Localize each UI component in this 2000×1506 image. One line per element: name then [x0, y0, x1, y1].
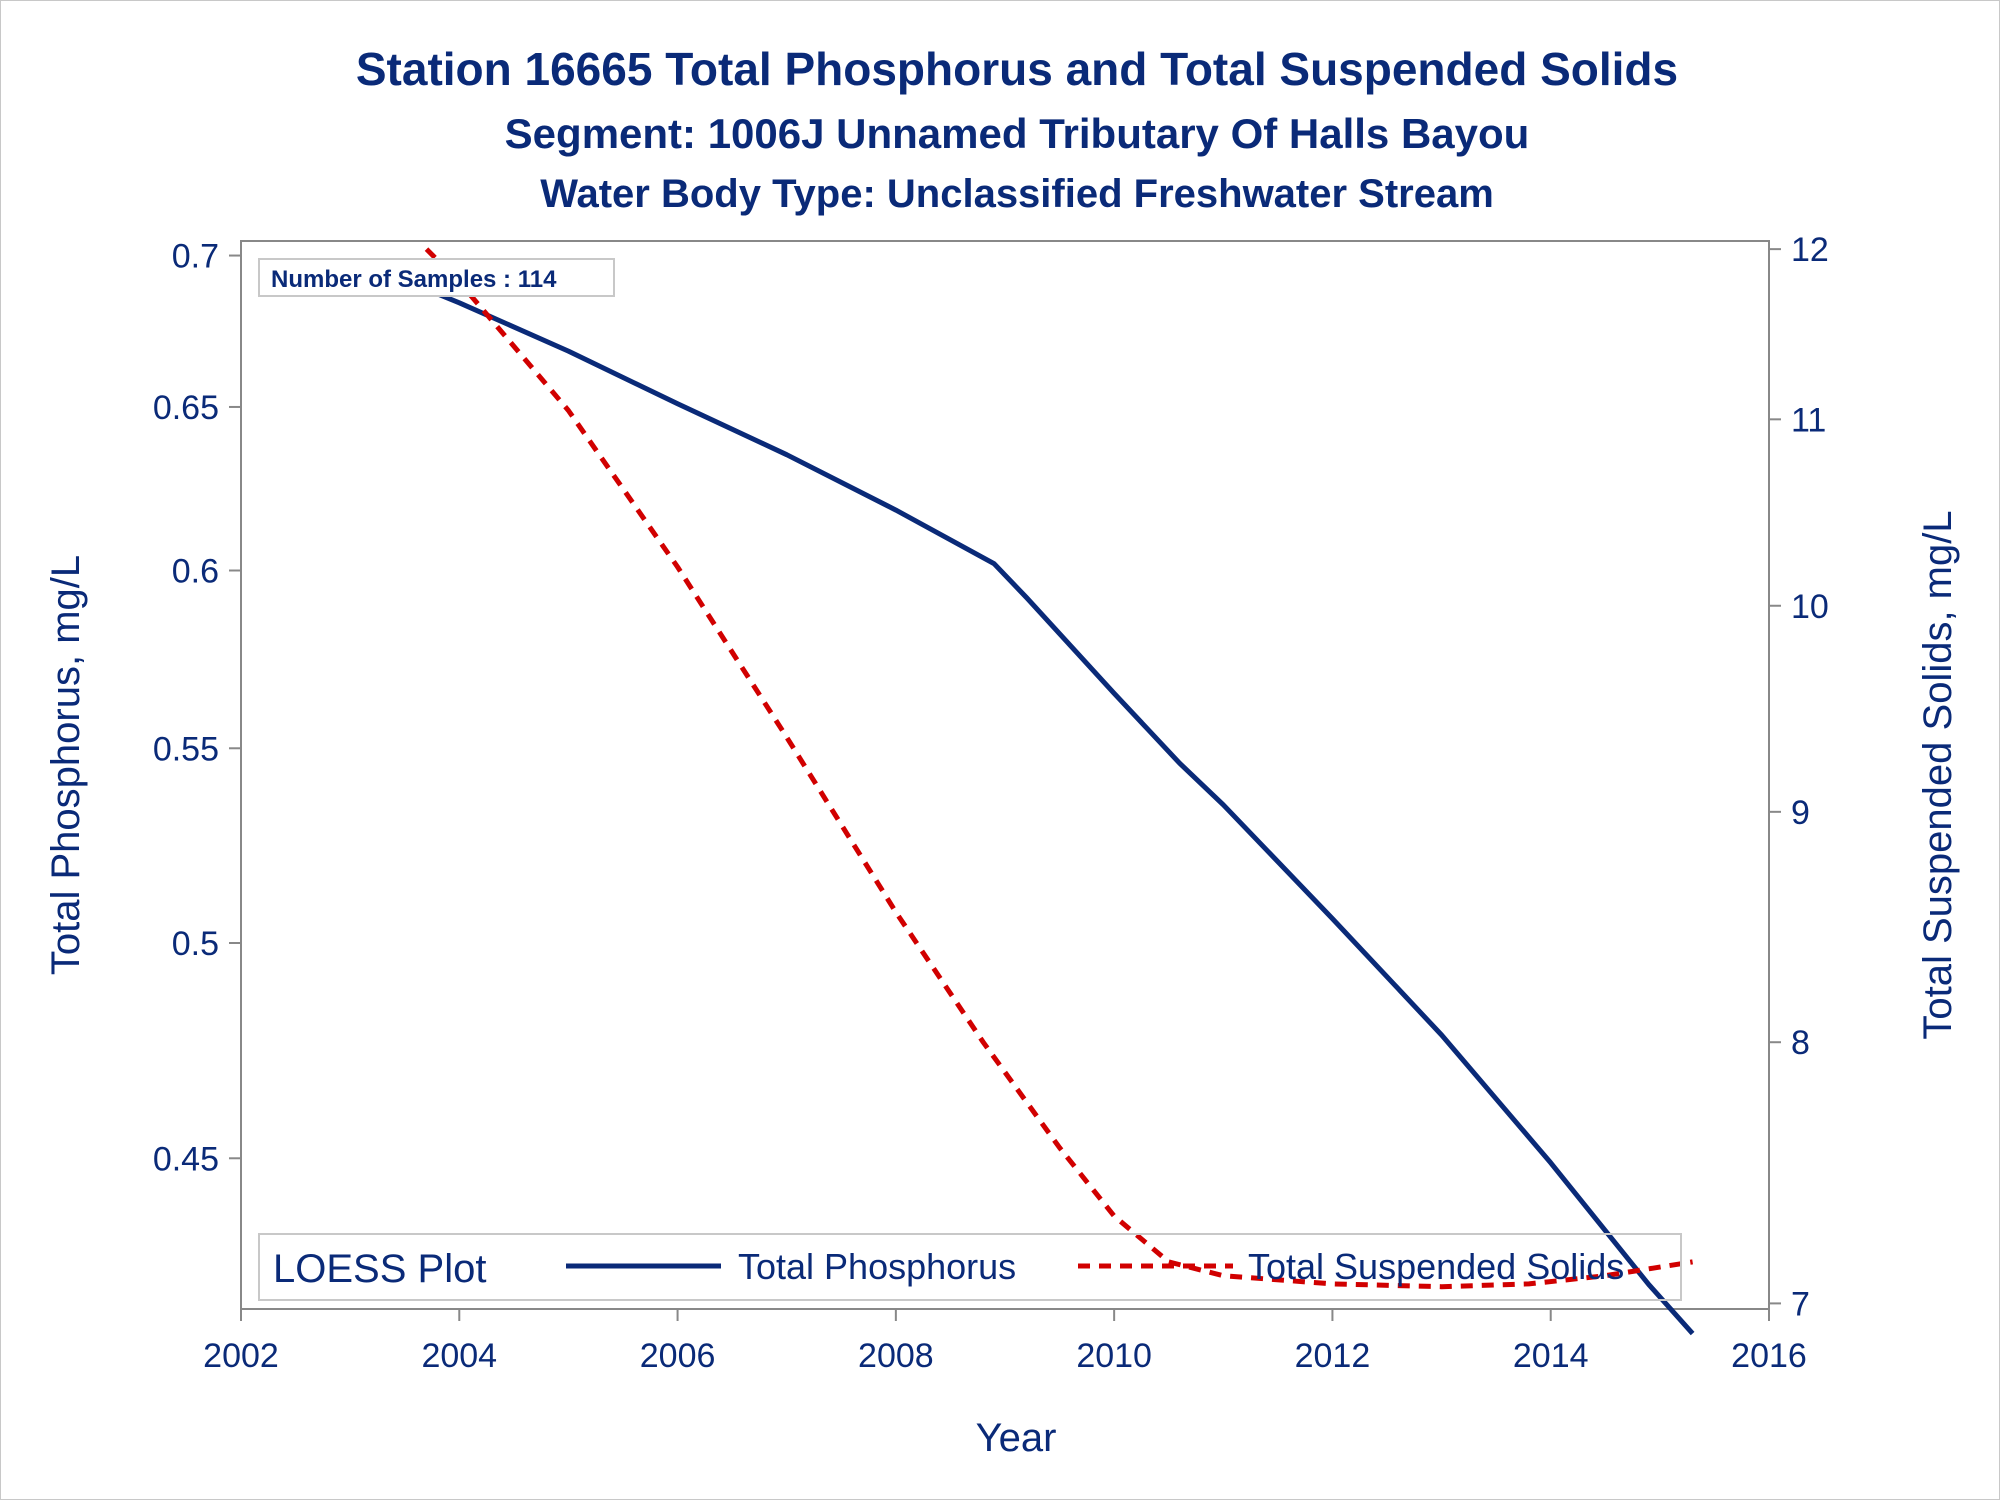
- chart-subtitle-segment: Segment: 1006J Unnamed Tributary Of Hall…: [505, 110, 1530, 157]
- y-right-tick-label: 8: [1791, 1024, 1810, 1062]
- legend-title: LOESS Plot: [273, 1247, 486, 1291]
- chart-subtitle-waterbody: Water Body Type: Unclassified Freshwater…: [540, 172, 1494, 216]
- samples-inset-box: [258, 258, 615, 297]
- y-right-tick-label: 11: [1791, 401, 1826, 439]
- y-left-tick-label: 0.65: [153, 389, 219, 427]
- x-axis-ticks: 2002 2004 2006 2008 2010 2012 2014 2016: [203, 1309, 1807, 1375]
- legend-label-total-phosphorus: Total Phosphorus: [738, 1246, 1016, 1287]
- x-tick-label: 2006: [640, 1337, 716, 1375]
- x-tick-label: 2014: [1513, 1337, 1589, 1375]
- legend-label-total-suspended-solids: Total Suspended Solids: [1248, 1246, 1624, 1287]
- y-right-tick-label: 9: [1791, 794, 1810, 832]
- y-left-tick-label: 0.6: [172, 552, 219, 590]
- samples-inset-label: Number of Samples : 114: [271, 266, 557, 293]
- legend: LOESS Plot Total Phosphorus Total Suspen…: [258, 1233, 1682, 1301]
- y-axis-right-ticks: 7 8 9 10 11 12: [1769, 231, 1829, 1323]
- x-tick-label: 2016: [1731, 1337, 1807, 1375]
- y-left-tick-label: 0.55: [153, 730, 219, 768]
- x-axis-label: Year: [976, 1416, 1057, 1460]
- y-right-tick-label: 7: [1791, 1285, 1810, 1323]
- x-tick-label: 2010: [1076, 1337, 1152, 1375]
- legend-box: [258, 1233, 1682, 1301]
- y-axis-left-ticks: 0.45 0.5 0.55 0.6 0.65 0.7: [153, 238, 241, 1178]
- series-line-total-suspended-solids: [424, 247, 1693, 1290]
- y-axis-right-label: Total Suspended Solids, mg/L: [1916, 510, 1960, 1039]
- series-group: [414, 247, 1695, 1336]
- x-tick-label: 2012: [1295, 1337, 1371, 1375]
- y-right-tick-label: 12: [1791, 231, 1829, 269]
- y-left-tick-label: 0.7: [172, 238, 219, 276]
- chart-title: Station 16665 Total Phosphorus and Total…: [356, 43, 1678, 95]
- x-tick-label: 2008: [858, 1337, 934, 1375]
- x-tick-label: 2004: [421, 1337, 497, 1375]
- plot-area: [240, 240, 1770, 1310]
- y-left-tick-label: 0.5: [172, 925, 219, 963]
- y-axis-left-label: Total Phosphorus, mg/L: [44, 555, 88, 975]
- series-line-total-phosphorus: [414, 282, 1695, 1336]
- y-left-tick-label: 0.45: [153, 1140, 219, 1178]
- y-right-tick-label: 10: [1791, 588, 1829, 626]
- x-tick-label: 2002: [203, 1337, 279, 1375]
